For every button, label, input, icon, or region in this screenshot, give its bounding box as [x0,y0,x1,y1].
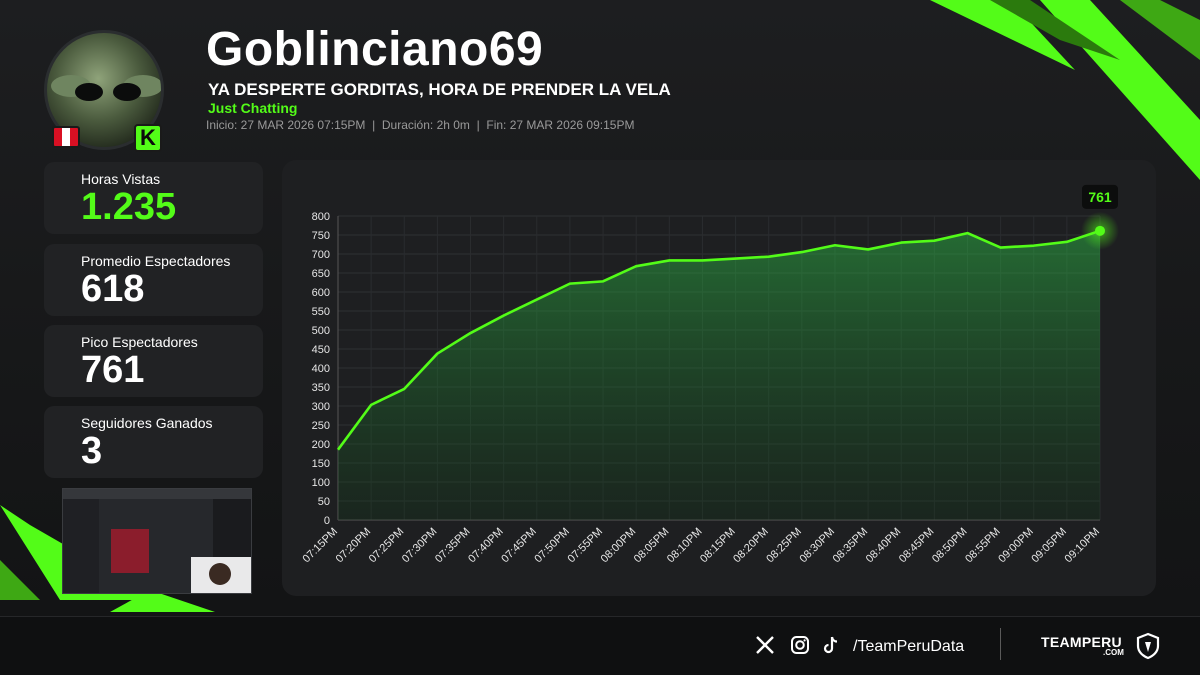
x-tick-label: 07:25PM [367,526,407,566]
peak-label-box [1082,184,1118,209]
brand-logo-suffix: .COM [1103,648,1124,657]
stat-card-followers-gained: Seguidores Ganados 3 [44,406,263,478]
x-tick-label: 09:05PM [1029,526,1069,566]
data-point [337,448,340,451]
x-tick-label: 08:55PM [963,526,1003,566]
y-tick-label: 50 [318,496,330,508]
stat-value: 761 [81,349,145,391]
x-tick-label: 08:40PM [864,526,904,566]
data-point [535,298,538,301]
stream-title: YA DESPERTE GORDITAS, HORA DE PRENDER LA… [208,80,671,99]
viewers-area [338,230,1100,520]
y-tick-label: 600 [312,287,330,299]
x-tick-label: 07:15PM [301,526,341,566]
x-tick-label: 08:20PM [731,526,771,566]
viewers-chart-svg: 0 50 100 150 200 250 300 350 400 450 500 550 600 650 7… [301,184,1119,566]
y-tick-label: 100 [312,477,330,489]
stat-card-peak-viewers: Pico Espectadores 761 [44,325,263,397]
x-icon[interactable] [754,634,776,656]
instagram-icon[interactable] [789,634,811,656]
data-point [1032,244,1035,247]
data-point [933,239,936,242]
x-tick-label: 07:30PM [400,526,440,566]
data-point [900,241,903,244]
stat-card-hours-watched: Horas Vistas 1.235 [44,162,263,234]
data-point [668,259,671,262]
viewers-chart: 0 50 100 150 200 250 300 350 400 450 500 550 600 650 7… [282,160,1156,596]
data-point [635,265,638,268]
y-tick-label: 750 [312,230,330,242]
data-point [568,282,571,285]
peru-flag-icon [52,126,80,148]
brand-logo-text: TEAMPERU [1041,634,1122,650]
data-point [436,352,439,355]
stream-meta: Inicio: 27 MAR 2026 07:15PM | Duración: … [206,118,635,132]
x-tick-label: 07:20PM [334,526,374,566]
peak-label: 761 [1088,189,1112,205]
stat-value: 618 [81,268,145,310]
y-tick-label: 400 [312,363,330,375]
data-point [370,403,373,406]
y-tick-label: 350 [312,382,330,394]
x-tick-label: 09:10PM [1063,526,1103,566]
streamer-name: Goblinciano69 [206,23,544,76]
data-point [403,387,406,390]
y-tick-label: 200 [312,439,330,451]
y-tick-label: 500 [312,325,330,337]
x-tick-label: 08:15PM [698,526,738,566]
x-tick-label: 08:30PM [797,526,837,566]
data-point [767,255,770,258]
kick-icon: K [134,124,162,152]
x-tick-label: 07:35PM [433,526,473,566]
x-tick-label: 07:55PM [566,526,606,566]
peak-marker [1095,225,1105,236]
viewers-line [336,229,1101,451]
data-point [966,232,969,235]
shield-icon [1135,632,1161,665]
data-point [867,248,870,251]
y-tick-label: 0 [324,515,330,527]
stat-value: 3 [81,430,103,472]
social-handle[interactable]: /TeamPeruData [853,638,965,655]
x-tick-label: 09:00PM [996,526,1036,566]
y-tick-label: 550 [312,306,330,318]
footer-divider [1000,628,1001,660]
stat-label: Seguidores Ganados [81,415,213,431]
x-tick-label: 08:00PM [599,526,639,566]
data-point [833,244,836,247]
tiktok-icon[interactable] [820,634,842,656]
y-tick-label: 150 [312,458,330,470]
stat-label: Pico Espectadores [81,334,198,350]
x-tick-label: 08:10PM [665,526,705,566]
x-tick-label: 08:05PM [632,526,672,566]
y-tick-label: 250 [312,420,330,432]
stat-card-average-viewers: Promedio Espectadores 618 [44,244,263,316]
x-tick-label: 07:50PM [532,526,572,566]
data-point [602,280,605,283]
data-point [800,251,803,254]
footer-bar [0,616,1200,675]
stream-category: Just Chatting [208,100,298,116]
x-tick-label: 08:25PM [764,526,804,566]
stream-thumbnail [62,488,252,594]
data-point [502,314,505,317]
y-tick-label: 650 [312,268,330,280]
y-tick-label: 450 [312,344,330,356]
y-tick-label: 300 [312,401,330,413]
y-tick-label: 700 [312,249,330,261]
x-tick-label: 08:35PM [831,526,871,566]
data-point [734,257,737,260]
data-point [1065,240,1068,243]
data-point [469,332,472,335]
x-tick-label: 07:45PM [499,526,539,566]
data-point [999,246,1002,249]
stat-label: Promedio Espectadores [81,253,231,269]
stat-label: Horas Vistas [81,171,161,187]
y-tick-label: 800 [312,211,330,223]
x-tick-label: 07:40PM [466,526,506,566]
x-tick-label: 08:50PM [930,526,970,566]
stat-value: 1.235 [81,186,177,228]
x-tick-label: 08:45PM [897,526,937,566]
data-point [701,259,704,262]
